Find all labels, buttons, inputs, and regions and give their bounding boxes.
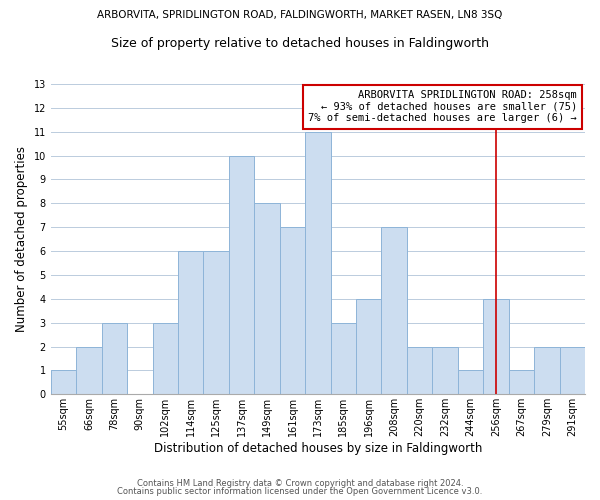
Bar	[382, 227, 407, 394]
Bar	[560, 346, 585, 395]
Bar	[254, 204, 280, 394]
Text: ARBORVITA SPRIDLINGTON ROAD: 258sqm
← 93% of detached houses are smaller (75)
7%: ARBORVITA SPRIDLINGTON ROAD: 258sqm ← 93…	[308, 90, 577, 124]
Bar	[101, 322, 127, 394]
Bar	[203, 251, 229, 394]
Bar	[178, 251, 203, 394]
Bar	[76, 346, 101, 395]
Bar	[458, 370, 483, 394]
Bar	[229, 156, 254, 394]
Bar	[152, 322, 178, 394]
Text: Contains public sector information licensed under the Open Government Licence v3: Contains public sector information licen…	[118, 487, 482, 496]
Bar	[331, 322, 356, 394]
Bar	[305, 132, 331, 394]
X-axis label: Distribution of detached houses by size in Faldingworth: Distribution of detached houses by size …	[154, 442, 482, 455]
Y-axis label: Number of detached properties: Number of detached properties	[15, 146, 28, 332]
Bar	[509, 370, 534, 394]
Bar	[407, 346, 433, 395]
Bar	[534, 346, 560, 395]
Text: Contains HM Land Registry data © Crown copyright and database right 2024.: Contains HM Land Registry data © Crown c…	[137, 478, 463, 488]
Bar	[51, 370, 76, 394]
Bar	[280, 227, 305, 394]
Bar	[483, 299, 509, 394]
Bar	[356, 299, 382, 394]
Text: Size of property relative to detached houses in Faldingworth: Size of property relative to detached ho…	[111, 37, 489, 50]
Text: ARBORVITA, SPRIDLINGTON ROAD, FALDINGWORTH, MARKET RASEN, LN8 3SQ: ARBORVITA, SPRIDLINGTON ROAD, FALDINGWOR…	[97, 10, 503, 20]
Bar	[433, 346, 458, 395]
